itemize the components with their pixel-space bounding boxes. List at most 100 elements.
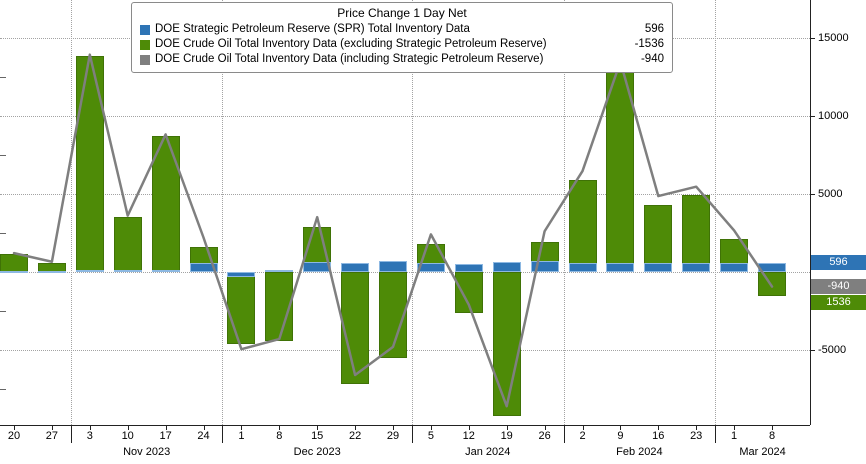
legend-label-crude-ex-spr: DOE Crude Oil Total Inventory Data (excl…	[155, 38, 547, 50]
spr-bar	[720, 263, 749, 272]
date-label: 27	[45, 430, 59, 442]
crude_ex_spr-bar	[0, 253, 28, 272]
right-axis: 15000 10000 5000 -5000 596 -940 1536	[810, 0, 866, 425]
y-tick-label: 10000	[818, 109, 849, 122]
month-label: Feb 2024	[616, 446, 663, 458]
last-value-badge: 1536	[811, 295, 866, 311]
spr-bar	[227, 271, 256, 278]
left-minor-tick	[0, 154, 6, 156]
last-value-badge: -940	[811, 279, 866, 295]
last-value-badge: 596	[811, 255, 866, 271]
date-tick	[165, 426, 167, 430]
date-tick	[51, 426, 53, 430]
spr-bar	[416, 262, 445, 272]
crude_ex_spr-bar	[454, 271, 483, 313]
spr-bar	[682, 263, 711, 272]
date-tick	[544, 426, 546, 430]
crude_ex_spr-bar	[644, 204, 673, 272]
date-label: 20	[7, 430, 21, 442]
date-label: 8	[768, 430, 776, 442]
date-tick	[696, 426, 698, 430]
date-label: 26	[538, 430, 551, 442]
month-separator	[411, 426, 413, 443]
spr-bar	[606, 263, 635, 272]
left-minor-tick	[0, 310, 6, 312]
spr-bar	[189, 262, 218, 272]
date-label: 1	[731, 430, 738, 442]
month-label: Dec 2023	[293, 446, 341, 458]
y-tick	[810, 115, 815, 117]
date-tick	[241, 426, 243, 430]
month-separator	[70, 426, 72, 443]
date-tick	[355, 426, 357, 430]
spr-bar	[341, 262, 370, 272]
legend-title: Price Change 1 Day Net	[337, 6, 467, 20]
date-tick	[127, 426, 129, 430]
date-tick	[14, 426, 15, 430]
spr-bar	[530, 260, 559, 272]
date-label: 9	[617, 430, 624, 442]
legend-label-total-inc-spr: DOE Crude Oil Total Inventory Data (incl…	[155, 53, 544, 65]
date-label: 22	[348, 430, 362, 442]
spr-bar	[0, 271, 28, 274]
crude_ex_spr-bar	[606, 70, 635, 272]
legend-box: Price Change 1 Day Net DOE Strategic Pet…	[131, 2, 673, 73]
x-axis: 20 27 3 10 17 24 1 8 15 22 29 5 12 19 26 2 9 16 23 1 8 Nov 20…	[0, 425, 810, 464]
legend-value-crude-ex-spr: -1536	[634, 38, 664, 50]
crude_ex_spr-bar	[265, 271, 294, 342]
date-label: 29	[386, 430, 400, 442]
y-tick-label: 5000	[818, 187, 843, 200]
month-gridline	[715, 0, 717, 425]
legend-item-crude-ex-spr[interactable]: DOE Crude Oil Total Inventory Data (excl…	[140, 37, 664, 52]
date-label: 19	[500, 430, 513, 442]
spr-bar	[37, 271, 66, 274]
y-tick-label: -5000	[818, 344, 847, 356]
date-label: 24	[197, 430, 210, 442]
date-label: 5	[427, 430, 434, 442]
month-separator	[222, 426, 224, 443]
plot-area: Price Change 1 Day Net DOE Strategic Pet…	[0, 0, 810, 425]
date-tick	[620, 426, 622, 430]
spr-bar	[75, 270, 104, 273]
spr-bar	[568, 263, 597, 272]
date-label: 2	[579, 430, 586, 442]
month-separator	[715, 426, 717, 443]
date-tick	[89, 426, 91, 430]
crude_ex_spr-bar	[227, 271, 256, 344]
date-label: 17	[159, 430, 172, 442]
date-label: 1	[238, 430, 245, 442]
y-tick	[810, 193, 815, 195]
date-label: 10	[121, 430, 134, 442]
spr-bar	[379, 260, 407, 272]
y-tick	[810, 350, 815, 351]
left-minor-tick	[0, 232, 6, 234]
right-axis-spine	[810, 0, 811, 425]
month-separator	[563, 426, 565, 443]
legend-label-spr: DOE Strategic Petroleum Reserve (SPR) To…	[155, 23, 470, 35]
legend-value-total-inc-spr: -940	[640, 53, 664, 65]
spr-bar	[492, 261, 521, 272]
month-label: Mar 2024	[739, 446, 786, 458]
date-tick	[658, 426, 660, 430]
date-tick	[393, 426, 394, 430]
date-label: 23	[690, 430, 703, 442]
date-label: 3	[86, 430, 93, 442]
date-tick	[279, 426, 281, 430]
date-tick	[317, 426, 319, 430]
date-tick	[506, 426, 508, 430]
crude_ex_spr-bar	[758, 271, 786, 296]
legend-value-spr: 596	[644, 23, 664, 35]
date-tick	[582, 426, 584, 430]
legend-item-spr[interactable]: DOE Strategic Petroleum Reserve (SPR) To…	[140, 22, 664, 37]
legend-item-total-inc-spr[interactable]: DOE Crude Oil Total Inventory Data (incl…	[140, 52, 664, 67]
spr-color-swatch	[140, 24, 150, 35]
spr-bar	[151, 270, 180, 273]
crude_ex_spr-bar	[75, 56, 104, 272]
crude_ex_spr-bar	[379, 271, 407, 358]
spr-bar	[758, 262, 786, 272]
date-label: 12	[462, 430, 475, 442]
date-tick	[203, 426, 205, 430]
month-label: Jan 2024	[465, 446, 511, 458]
spr-bar	[454, 264, 483, 272]
